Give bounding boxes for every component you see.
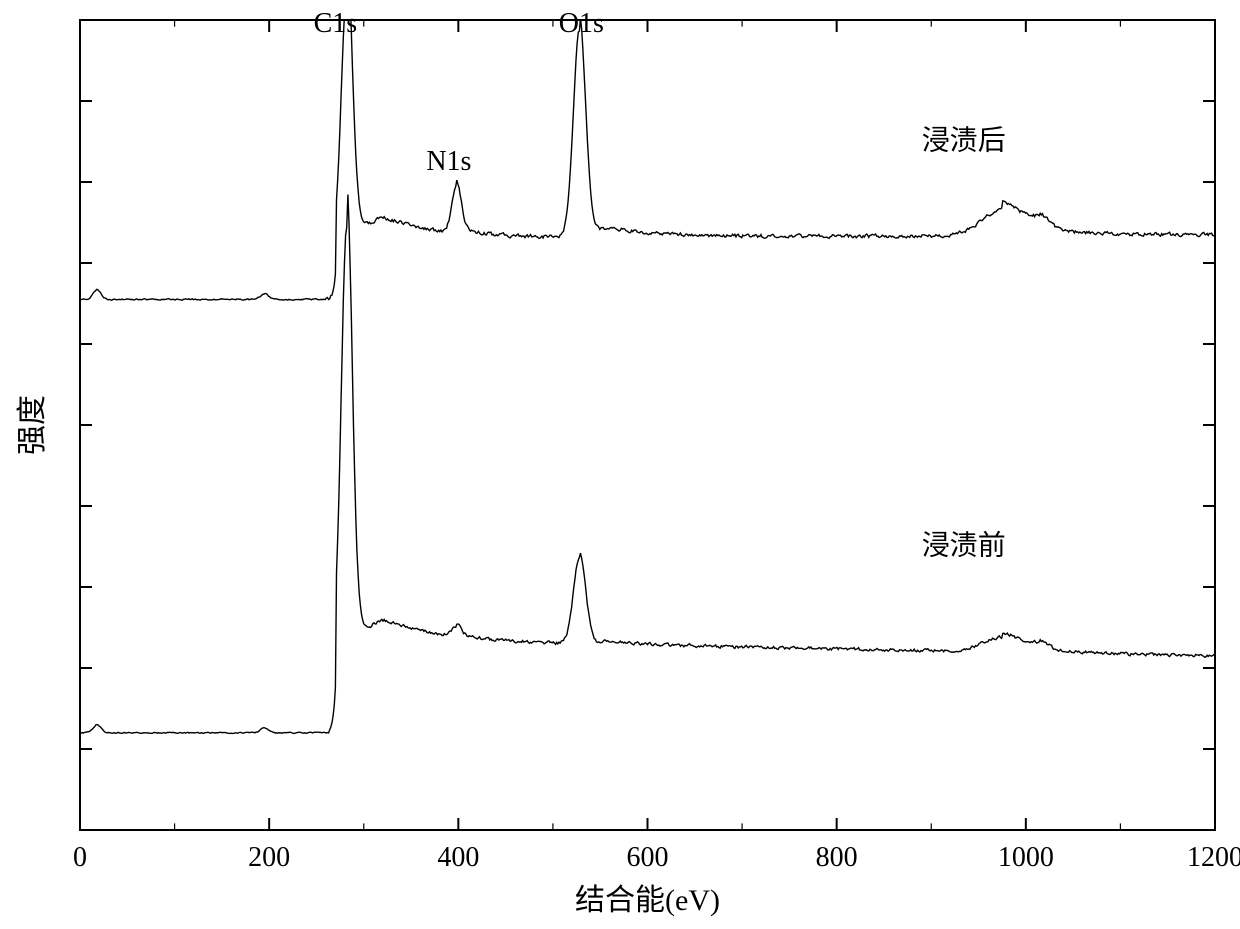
x-tick-label: 200 bbox=[248, 842, 290, 873]
chart-background bbox=[0, 0, 1240, 929]
series-label: 浸渍后 bbox=[922, 125, 1006, 157]
x-tick-label: 800 bbox=[816, 842, 858, 873]
y-axis-label: 强度 bbox=[16, 395, 49, 455]
x-tick-label: 1200 bbox=[1187, 842, 1240, 873]
x-tick-label: 1000 bbox=[998, 842, 1054, 873]
peak-label: O1s bbox=[559, 8, 604, 39]
peak-label: C1s bbox=[314, 8, 358, 39]
peak-label: N1s bbox=[426, 146, 471, 177]
xps-chart: 0 200 400 600 800 1000 1200 结合能(eV) 强度 C1s N1s O1s 浸… bbox=[0, 0, 1240, 929]
x-tick-label: 0 bbox=[73, 842, 87, 873]
series-label: 浸渍前 bbox=[922, 530, 1006, 562]
x-axis-label: 结合能(eV) bbox=[575, 884, 720, 917]
x-tick-label: 400 bbox=[437, 842, 479, 873]
x-tick-label: 600 bbox=[627, 842, 669, 873]
